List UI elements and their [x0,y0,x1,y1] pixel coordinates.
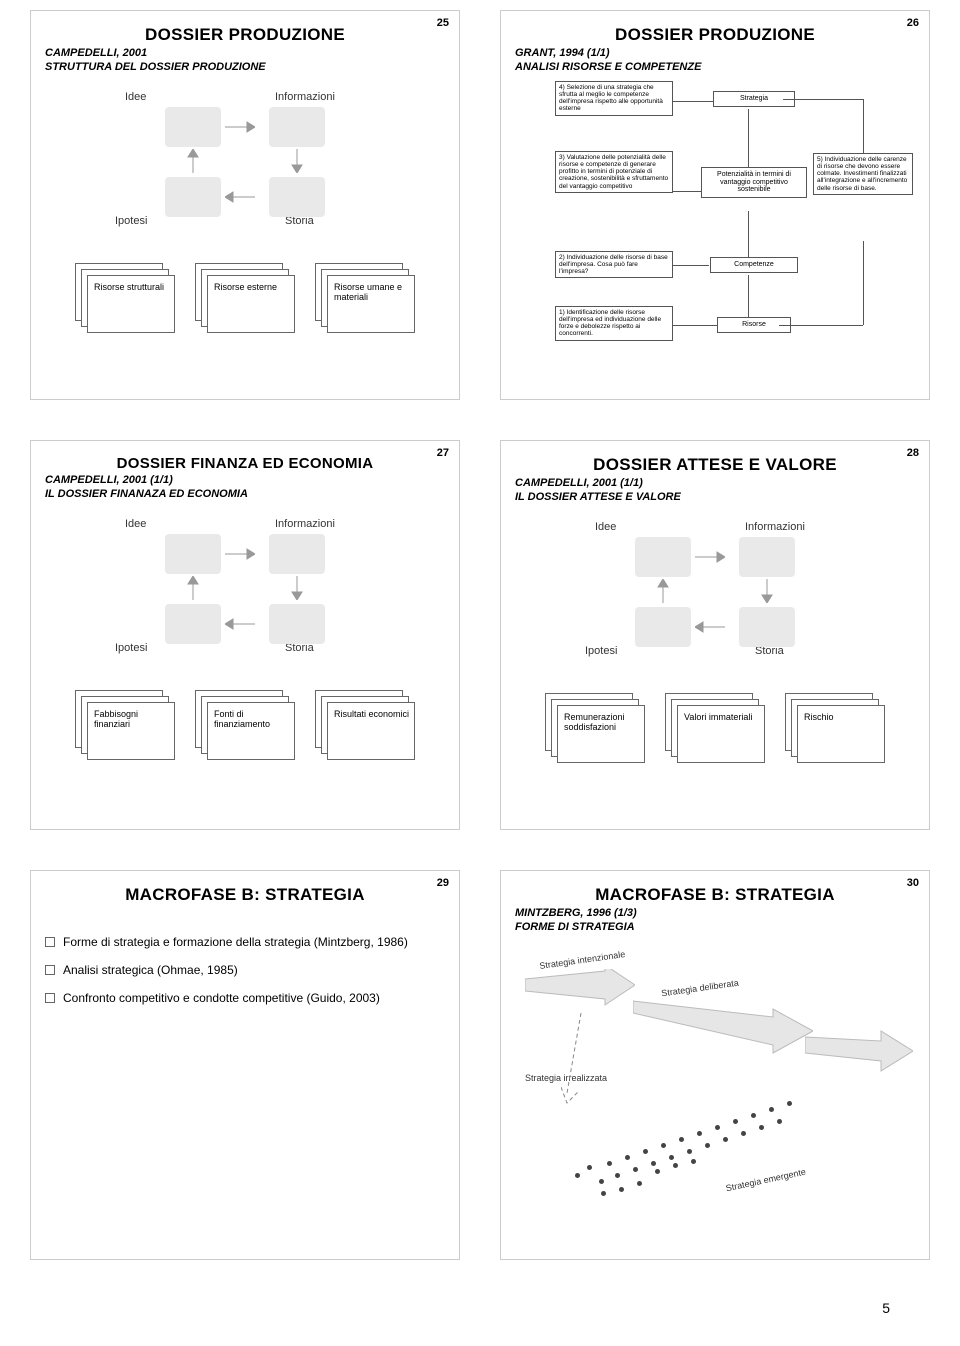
page: 25 DOSSIER PRODUZIONE CAMPEDELLI, 2001 S… [0,0,960,1346]
bullet-item: Analisi strategica (Ohmae, 1985) [45,963,445,977]
bullet-item: Forme di strategia e formazione della st… [45,935,445,949]
stack-2: Valori immateriali [665,693,765,767]
stack-1: Risorse strutturali [75,263,175,337]
slide-title: MACROFASE B: STRATEGIA [515,885,915,905]
stack-1: Fabbisogni finanziari [75,690,175,764]
slide-title: DOSSIER FINANZA ED ECONOMIA [45,455,445,472]
page-number: 5 [30,1300,930,1326]
slide-number: 26 [907,17,919,29]
slide-subtitle-1: GRANT, 1994 (1/1) [515,47,915,59]
stack-1: Remunerazioni soddisfazioni [545,693,645,767]
grant-box-2: 2) Individuazione delle risorse di base … [555,251,673,278]
grant-box-3: 3) Valutazione delle potenzialità delle … [555,151,673,193]
slide-number: 25 [437,17,449,29]
row-2: 27 DOSSIER FINANZA ED ECONOMIA CAMPEDELL… [30,440,930,830]
diagram-label-informazioni: Informazioni [275,91,335,103]
diagram-label-informazioni: Informazioni [745,521,805,533]
slide-30: 30 MACROFASE B: STRATEGIA MINTZBERG, 199… [500,870,930,1260]
stack-label: Valori immateriali [684,712,752,722]
cycle-icon [165,107,325,217]
slide-number: 28 [907,447,919,459]
diagram-label-ipotesi: Ipotesi [115,215,147,227]
slide-number: 29 [437,877,449,889]
arrow-icon [525,969,635,1015]
mintzberg-diagram: Strategia intenzionale Strategia deliber… [515,943,915,1213]
grant-box-4: 4) Selezione di una strategia che sfrutt… [555,81,673,116]
stack-3: Risultati economici [315,690,415,764]
slide-number: 27 [437,447,449,459]
slide-title: DOSSIER PRODUZIONE [45,25,445,45]
slide-subtitle-2: ANALISI RISORSE E COMPETENZE [515,61,915,73]
slide-subtitle-1: MINTZBERG, 1996 (1/3) [515,907,915,919]
arrow-icon [805,1023,913,1079]
diagram-label-ipotesi: Ipotesi [115,642,147,654]
stack-label: Remunerazioni soddisfazioni [564,712,644,733]
stack-label: Rischio [804,712,834,722]
cycle-icon [635,537,795,647]
stack-2: Risorse esterne [195,263,295,337]
grant-hex-potenzialita: Potenzialità in termini di vantaggio com… [701,167,807,198]
stack-label: Risorse strutturali [94,282,164,292]
slide-title: DOSSIER ATTESE E VALORE [515,455,915,475]
stack-label: Fabbisogni finanziari [94,709,174,730]
stack-3: Risorse umane e materiali [315,263,415,337]
cycle-icon [165,534,325,644]
row-3: 29 MACROFASE B: STRATEGIA Forme di strat… [30,870,930,1260]
dossier-diagram: Idee Informazioni Ipotesi Storia Remuner… [545,517,885,767]
grant-box-5: 5) Individuazione delle carenze di risor… [813,153,913,195]
stack-row: Remunerazioni soddisfazioni Valori immat… [545,693,885,767]
grant-hex-competenze: Competenze [710,257,798,273]
stack-3: Rischio [785,693,885,767]
mintz-label-emergente: Strategia emergente [725,1167,807,1194]
arrow-icon [633,987,813,1057]
slide-26: 26 DOSSIER PRODUZIONE GRANT, 1994 (1/1) … [500,10,930,400]
stack-row: Fabbisogni finanziari Fonti di finanziam… [75,690,415,764]
slide-subtitle-1: CAMPEDELLI, 2001 (1/1) [515,477,915,489]
bullet-list: Forme di strategia e formazione della st… [45,935,445,1005]
mintz-label-intenzionale: Strategia intenzionale [539,949,626,971]
diagram-label-idee: Idee [595,521,616,533]
slide-29: 29 MACROFASE B: STRATEGIA Forme di strat… [30,870,460,1260]
arrow-dashed-icon [561,1013,601,1123]
slide-28: 28 DOSSIER ATTESE E VALORE CAMPEDELLI, 2… [500,440,930,830]
slide-subtitle-2: STRUTTURA DEL DOSSIER PRODUZIONE [45,61,445,73]
row-1: 25 DOSSIER PRODUZIONE CAMPEDELLI, 2001 S… [30,10,930,400]
slide-27: 27 DOSSIER FINANZA ED ECONOMIA CAMPEDELL… [30,440,460,830]
stack-row: Risorse strutturali Risorse esterne Riso… [75,263,415,337]
slide-subtitle-2: FORME DI STRATEGIA [515,921,915,933]
slide-25: 25 DOSSIER PRODUZIONE CAMPEDELLI, 2001 S… [30,10,460,400]
diagram-label-idee: Idee [125,518,146,530]
stack-label: Risorse umane e materiali [334,282,414,303]
slide-subtitle-1: CAMPEDELLI, 2001 (1/1) [45,474,445,486]
slide-title: DOSSIER PRODUZIONE [515,25,915,45]
diagram-label-idee: Idee [125,91,146,103]
stack-label: Risorse esterne [214,282,277,292]
grant-box-1: 1) Identificazione delle risorse dell'im… [555,306,673,341]
slide-subtitle-2: IL DOSSIER FINANAZA ED ECONOMIA [45,488,445,500]
dossier-diagram: Idee Informazioni Ipotesi Storia Fabbiso… [75,514,415,764]
stack-label: Fonti di finanziamento [214,709,294,730]
stack-2: Fonti di finanziamento [195,690,295,764]
slide-number: 30 [907,877,919,889]
bullet-item: Confronto competitivo e condotte competi… [45,991,445,1005]
slide-title: MACROFASE B: STRATEGIA [45,885,445,905]
dossier-diagram: Idee Informazioni Ipotesi Storia [75,87,415,337]
diagram-label-ipotesi: Ipotesi [585,645,617,657]
slide-subtitle-1: CAMPEDELLI, 2001 [45,47,445,59]
diagram-label-informazioni: Informazioni [275,518,335,530]
grant-flowchart: 4) Selezione di una strategia che sfrutt… [515,81,915,381]
stack-label: Risultati economici [334,709,409,719]
slide-subtitle-2: IL DOSSIER ATTESE E VALORE [515,491,915,503]
